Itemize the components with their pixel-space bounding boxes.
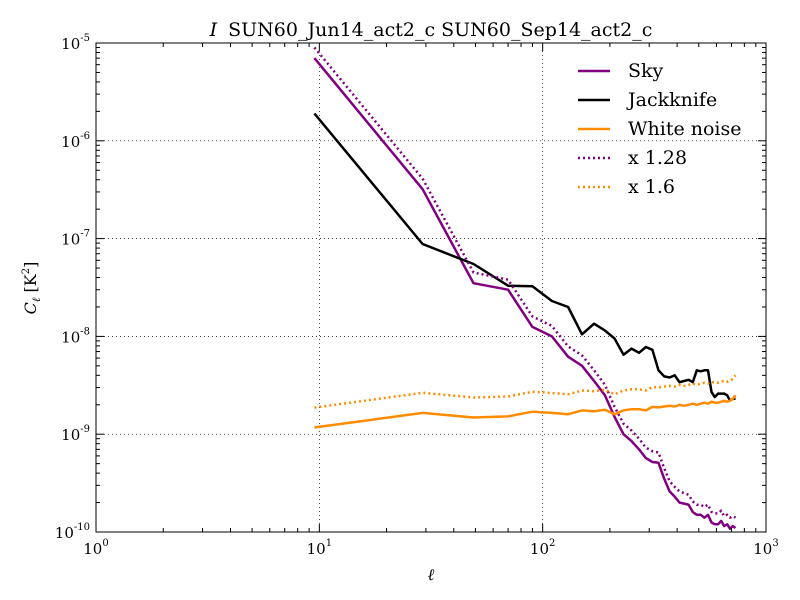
y-tick-label: 10-8 <box>61 326 90 346</box>
legend-label: x 1.6 <box>628 176 675 198</box>
x-axis-label: ℓ <box>428 565 435 584</box>
chart-title: I SUN60_Jun14_act2_c SUN60_Sep14_act2_c <box>209 19 653 41</box>
y-tick-label: 10-9 <box>61 424 90 444</box>
title-italic-symbol: I <box>209 19 218 41</box>
y-tick-label: 10-5 <box>61 33 90 53</box>
y-tick-label: 10-6 <box>61 131 90 151</box>
x-tick-label: 103 <box>753 538 778 558</box>
x-tick-label: 102 <box>530 538 555 558</box>
legend: Sky Jackknife White noise x 1.28 x 1.6 <box>578 60 742 198</box>
series-layer <box>313 46 737 530</box>
series-line-jackknife <box>313 112 736 402</box>
title-text: SUN60_Jun14_act2_c SUN60_Sep14_act2_c <box>228 19 652 41</box>
y-tick-label: 10-10 <box>55 522 90 542</box>
legend-label: x 1.28 <box>628 147 687 169</box>
x-tick-label: 100 <box>83 538 108 558</box>
x-tick-label: 101 <box>307 538 332 558</box>
legend-label: Sky <box>628 60 664 82</box>
series-line-white-noise <box>314 394 737 429</box>
legend-label: Jackknife <box>626 89 717 111</box>
grid-lines <box>96 43 766 532</box>
plot-frame <box>95 42 767 533</box>
series-line-sky <box>313 57 737 530</box>
y-axis-label: Cℓ [K2] <box>21 262 43 315</box>
legend-label: White noise <box>628 118 742 140</box>
y-tick-label: 10-7 <box>61 229 90 249</box>
axis-ticks <box>95 42 767 533</box>
axis-tick-labels: 100 101 102 103 10-10 10-9 10-8 10-7 10-6 10-5 <box>55 33 779 558</box>
series-line-x-1-6 <box>314 374 737 409</box>
